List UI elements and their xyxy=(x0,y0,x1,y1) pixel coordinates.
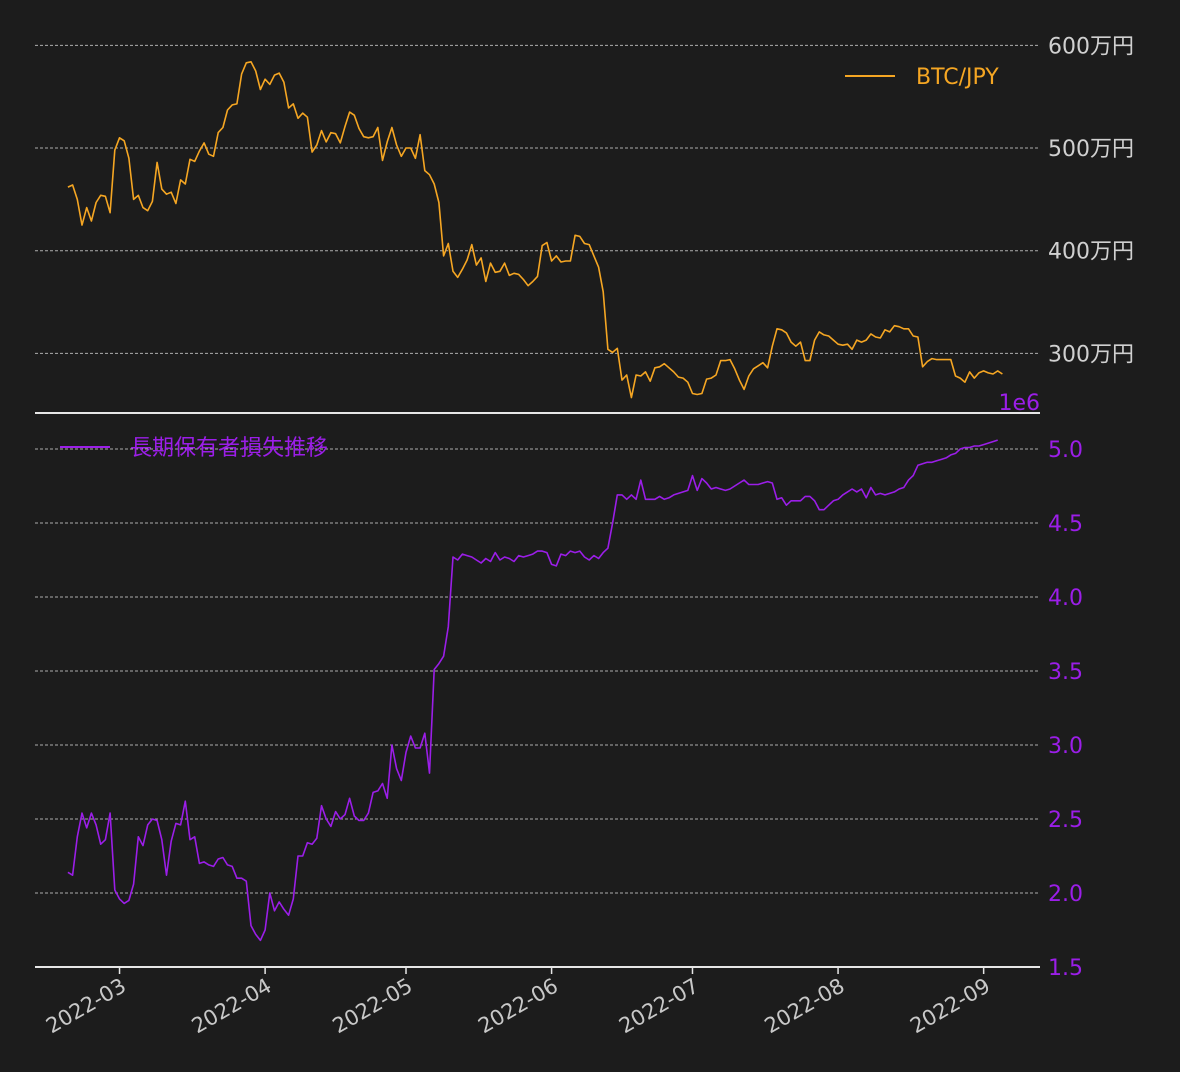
bottom-panel-grid xyxy=(35,448,1040,894)
y-tick-label: 3.0 xyxy=(1048,734,1083,759)
x-tick-label: 2022-04 xyxy=(188,974,276,1039)
legend-label-btc: BTC/JPY xyxy=(916,65,999,90)
y-tick-label: 2.5 xyxy=(1048,808,1083,833)
top-panel-y-axis: 300万円 400万円 500万円 600万円 xyxy=(1048,34,1134,367)
top-panel-grid xyxy=(35,44,1040,354)
y-tick-label: 4.5 xyxy=(1048,512,1083,537)
x-tick-label: 2022-06 xyxy=(474,974,562,1039)
bottom-legend: 長期保有者損失推移 xyxy=(60,436,328,461)
top-panel-series xyxy=(67,60,1003,399)
x-tick-label: 2022-08 xyxy=(761,974,849,1039)
x-tick-label: 2022-05 xyxy=(329,974,417,1039)
x-tick-label: 2022-09 xyxy=(906,974,994,1039)
y-tick-label: 5.0 xyxy=(1048,438,1083,463)
x-axis: 2022-03 2022-04 2022-05 2022-06 2022-07 2022-… xyxy=(42,967,994,1038)
series-line xyxy=(67,60,1003,399)
y-tick-label: 500万円 xyxy=(1048,137,1134,162)
top-legend: BTC/JPY xyxy=(845,65,999,90)
x-tick-label: 2022-07 xyxy=(615,974,703,1039)
series-line xyxy=(67,439,998,942)
y-tick-label: 3.5 xyxy=(1048,660,1083,685)
y-tick-label: 300万円 xyxy=(1048,342,1134,367)
bottom-panel-y-axis: 1.5 2.0 2.5 3.0 3.5 4.0 4.5 5.0 xyxy=(1048,438,1083,981)
y-tick-label: 400万円 xyxy=(1048,240,1134,265)
x-tick-label: 2022-03 xyxy=(42,974,130,1039)
legend-label-loss: 長期保有者損失推移 xyxy=(130,436,328,461)
y-tick-label: 4.0 xyxy=(1048,586,1083,611)
y-tick-label: 600万円 xyxy=(1048,34,1134,59)
y-tick-label: 2.0 xyxy=(1048,882,1083,907)
y-tick-label: 1.5 xyxy=(1048,956,1083,981)
y-scale-factor-label: 1e6 xyxy=(998,391,1040,416)
bottom-panel-series xyxy=(67,439,998,942)
